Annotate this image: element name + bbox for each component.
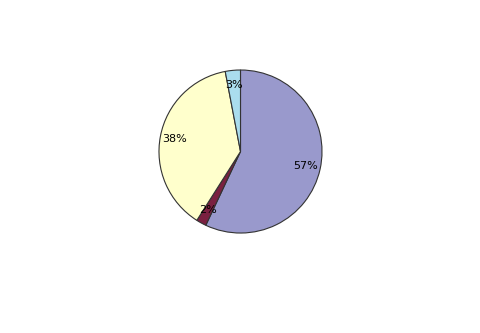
Wedge shape — [205, 70, 321, 233]
Wedge shape — [159, 72, 240, 220]
Text: 2%: 2% — [199, 205, 217, 215]
Text: 57%: 57% — [293, 161, 317, 171]
Wedge shape — [225, 70, 240, 152]
Text: 38%: 38% — [162, 134, 187, 144]
Text: 3%: 3% — [225, 80, 242, 90]
Wedge shape — [196, 152, 240, 225]
